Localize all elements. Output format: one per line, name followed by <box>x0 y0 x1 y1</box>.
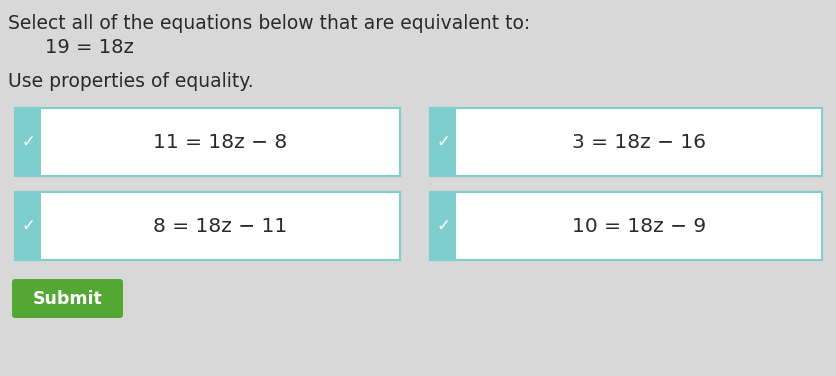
Text: 8 = 18z − 11: 8 = 18z − 11 <box>153 217 288 235</box>
Text: 3 = 18z − 16: 3 = 18z − 16 <box>572 132 706 152</box>
Text: Use properties of equality.: Use properties of equality. <box>8 72 253 91</box>
FancyBboxPatch shape <box>12 279 123 318</box>
Text: Submit: Submit <box>33 290 102 308</box>
Text: ✓: ✓ <box>21 133 35 151</box>
Text: 19 = 18z: 19 = 18z <box>45 38 134 57</box>
Bar <box>41 108 400 176</box>
Text: ✓: ✓ <box>436 217 450 235</box>
Bar <box>15 192 41 260</box>
Text: ✓: ✓ <box>21 217 35 235</box>
Bar <box>430 108 822 176</box>
Text: 11 = 18z − 8: 11 = 18z − 8 <box>153 132 288 152</box>
Bar <box>41 192 400 260</box>
Bar <box>456 192 822 260</box>
Bar <box>430 192 456 260</box>
Text: ✓: ✓ <box>436 133 450 151</box>
Bar <box>456 108 822 176</box>
Bar <box>430 108 456 176</box>
Text: 10 = 18z − 9: 10 = 18z − 9 <box>572 217 706 235</box>
Bar <box>15 108 400 176</box>
Bar <box>15 108 41 176</box>
Bar <box>15 192 400 260</box>
Text: Select all of the equations below that are equivalent to:: Select all of the equations below that a… <box>8 14 530 33</box>
Bar <box>430 192 822 260</box>
